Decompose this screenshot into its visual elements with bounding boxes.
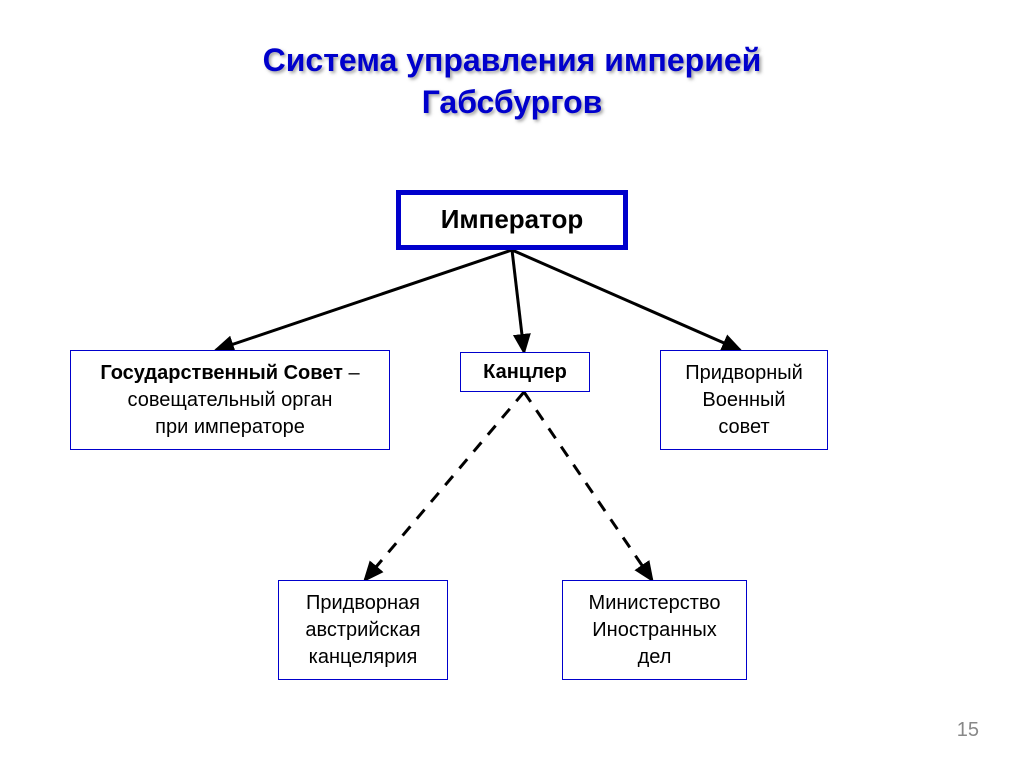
- military-line2: Военный: [702, 387, 785, 414]
- foreign-line3: дел: [638, 644, 672, 671]
- node-austrian-chancery: Придворная австрийская канцелярия: [278, 580, 448, 680]
- node-emperor-label: Император: [441, 202, 584, 237]
- chancellor-label: Канцлер: [483, 359, 567, 386]
- node-foreign-ministry: Министерство Иностранных дел: [562, 580, 747, 680]
- diagram-title: Система управления империей Габсбургов: [0, 40, 1024, 123]
- council-dash: –: [343, 362, 360, 384]
- title-line2: Габсбургов: [422, 84, 603, 120]
- chancery-line1: Придворная: [306, 590, 420, 617]
- military-line1: Придворный: [685, 360, 803, 387]
- foreign-line1: Министерство: [589, 590, 721, 617]
- council-line2: совещательный орган: [128, 387, 333, 414]
- council-line3: при императоре: [155, 414, 305, 441]
- council-bold: Государственный Совет: [100, 362, 343, 384]
- node-emperor: Император: [396, 190, 628, 250]
- node-chancellor: Канцлер: [460, 352, 590, 392]
- title-line1: Система управления империей: [263, 42, 762, 78]
- council-line1: Государственный Совет –: [100, 360, 359, 387]
- chancery-line2: австрийская: [305, 617, 420, 644]
- foreign-line2: Иностранных: [592, 617, 716, 644]
- military-line3: совет: [718, 414, 769, 441]
- node-state-council: Государственный Совет – совещательный ор…: [70, 350, 390, 450]
- page-number: 15: [957, 719, 979, 742]
- node-military-council: Придворный Военный совет: [660, 350, 828, 450]
- chancery-line3: канцелярия: [309, 644, 418, 671]
